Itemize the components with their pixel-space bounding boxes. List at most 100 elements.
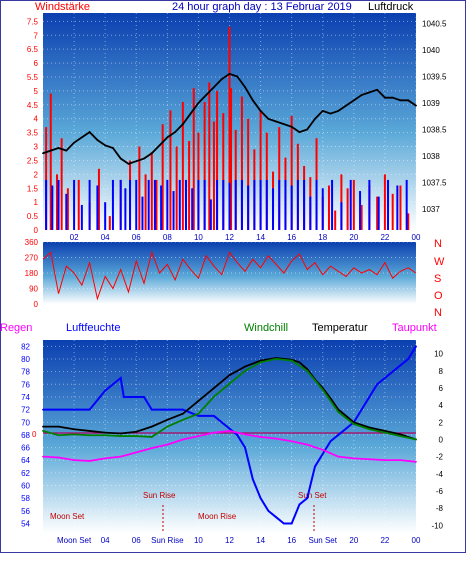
luftfeuchte-line	[43, 345, 417, 525]
humidity-tick-label: 78	[21, 368, 30, 377]
pressure-tick-label: 1038	[422, 152, 440, 161]
taupunkt-point	[244, 433, 246, 436]
temperatur-point	[197, 400, 200, 402]
wind-speed-axis: 0 0.5 1 1.5 2 2.5 3 3.5 4 4.5 5 5.5 6 6.5 7 7.5	[27, 17, 39, 235]
luftfeuchte-point	[329, 440, 332, 443]
luftfeuchte-point	[267, 509, 270, 512]
taupunkt-point	[166, 443, 169, 446]
annotation-sun-rise: Sun Rise	[143, 491, 176, 500]
luftfeuchte-point	[122, 396, 125, 398]
pressure-point	[282, 123, 285, 126]
taupunkt-point	[337, 455, 340, 458]
humidity-tick-label: 74	[21, 393, 30, 402]
wind-bars	[45, 26, 410, 230]
x-tick-label: Sun Rise	[151, 536, 184, 545]
pressure-point	[73, 141, 75, 144]
windchill-point	[42, 430, 44, 432]
pressure-point	[213, 86, 215, 88]
x-tick-label: 12	[225, 536, 234, 545]
pressure-point	[112, 147, 114, 149]
temperature-tick-label: 8	[439, 367, 444, 376]
luftfeuchte-point	[73, 408, 75, 411]
x-tick-label: 22	[380, 536, 389, 545]
temperatur-point	[181, 412, 184, 415]
x-tick-label: 04	[101, 233, 110, 242]
windchill-point	[135, 435, 138, 437]
luftfeuchte-point	[244, 446, 246, 449]
annotation-sun-set: Sun Set	[298, 491, 327, 500]
x-tick-label: 06	[132, 536, 141, 545]
windchill-point	[384, 431, 386, 434]
temperatur-point	[119, 432, 122, 435]
windchill-point	[166, 425, 169, 428]
humidity-tick-label: 82	[21, 342, 30, 351]
temperatur-point	[88, 430, 91, 432]
windchill-point	[368, 428, 371, 431]
pressure-point	[329, 112, 332, 115]
taupunkt-point	[275, 437, 278, 440]
humidity-tick-label: 60	[21, 482, 30, 491]
wind-tick-label: 7	[34, 31, 39, 40]
pressure-tick-label: 1038.5	[422, 125, 447, 134]
pressure-point	[88, 131, 91, 133]
pressure-point	[197, 102, 200, 104]
temperatur-point	[150, 425, 153, 428]
temperatur-point	[384, 430, 386, 432]
wind-tick-label: 0.5	[27, 212, 39, 221]
x-tick-label: Sun Set	[309, 536, 338, 545]
windchill-point	[119, 435, 122, 437]
luftfeuchte-point	[391, 370, 394, 373]
pressure-series	[42, 72, 417, 165]
temperatur-point	[368, 426, 371, 429]
taupunkt-point	[384, 459, 386, 461]
pressure-point	[244, 86, 246, 88]
pressure-axis: 1037 1037.5 1038 1038.5 1039 1039.5 1040 1040.5	[422, 20, 447, 214]
pressure-point	[352, 99, 355, 102]
pressure-point	[158, 144, 161, 147]
pressure-point	[384, 96, 386, 99]
temperatur-point	[399, 433, 402, 436]
pressure-point	[80, 136, 83, 139]
pressure-point	[135, 160, 138, 163]
windchill-point	[337, 411, 340, 413]
wind-tick-label: 2.5	[27, 156, 39, 165]
temperatur-point	[298, 361, 301, 364]
x-tick-label: 04	[101, 536, 110, 545]
luftfeuchte-point	[88, 408, 91, 411]
temperature-tick-label: -6	[436, 487, 444, 496]
direction-tick-label: 0	[34, 300, 39, 309]
taupunkt-point	[228, 430, 231, 432]
temperature-plot-area	[43, 340, 416, 533]
wind-direction-series	[42, 250, 417, 301]
luftfeuchte-point	[181, 408, 184, 411]
humidity-axis: 54 56 58 60 62 64 66 68 70 72 74 76 78 80 82	[21, 342, 30, 528]
pressure-point	[166, 136, 169, 139]
x-tick-label: 06	[132, 233, 141, 242]
taupunkt-point	[57, 456, 60, 459]
pressure-point	[119, 157, 122, 160]
pressure-point	[360, 94, 363, 96]
pressure-point	[65, 149, 68, 152]
temperature-tick-label: 4	[439, 401, 444, 410]
luftfeuchte-point	[275, 516, 278, 519]
windchill-point	[321, 388, 324, 391]
x-tick-label: 20	[349, 233, 358, 242]
pressure-point	[181, 123, 184, 126]
pressure-point	[143, 157, 145, 160]
pressure-point	[407, 99, 410, 102]
windchill-point	[197, 412, 200, 415]
luftfeuchte-point	[345, 427, 347, 430]
pressure-point	[314, 117, 316, 120]
x-tick-label: 12	[225, 233, 234, 242]
regen-label: Regen	[0, 322, 32, 334]
luftfeuchte-point	[166, 408, 169, 411]
graph-frame	[0, 0, 466, 553]
taupunkt-point	[150, 447, 153, 449]
temperature-series	[42, 345, 417, 525]
luftfeuchte-point	[368, 396, 371, 398]
wind-direction-axis: 0 90 180 270 360	[25, 238, 39, 309]
windchill-point	[213, 395, 215, 398]
pressure-point	[205, 94, 208, 96]
